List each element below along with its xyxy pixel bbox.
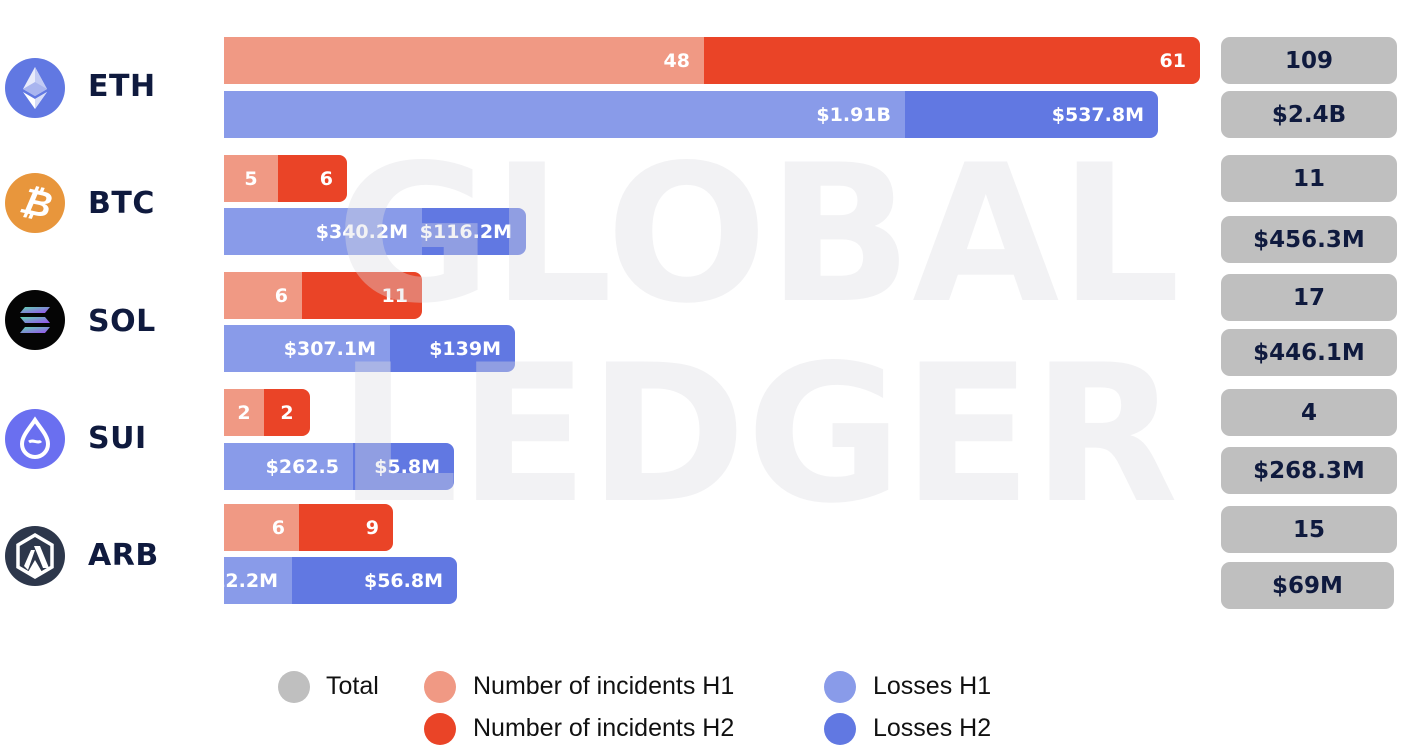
sol-icon [5,290,65,350]
legend-swatch-total [278,671,310,703]
legend-label-total: Total [326,672,379,700]
sui-icon [5,409,65,469]
bar-losses-h2-sui: $5.8M [353,443,454,490]
total-incidents-btc: 11 [1221,155,1397,202]
bar-losses-h2-sol: $139M [390,325,515,372]
legend-label-losses-h2: Losses H2 [873,714,992,742]
bar-incidents-h1-btc: 5 [224,155,278,202]
legend-swatch-losses-h2 [824,713,856,745]
total-losses-arb: $69M [1221,562,1394,609]
total-incidents-eth: 109 [1221,37,1397,84]
bar-losses-h1-sui: $262.5 [224,443,353,490]
btc-icon: ₿ [5,173,65,233]
total-incidents-sol: 17 [1221,274,1397,321]
eth-icon [5,58,65,118]
bar-incidents-h1-eth: 48 [224,37,704,84]
bar-losses-h2-arb: $56.8M [292,557,457,604]
bar-incidents-h2-btc: 6 [278,155,347,202]
bar-incidents-h1-arb: 6 [224,504,299,551]
bar-losses-h1-sol: $307.1M [224,325,390,372]
legend-label-incidents-h2: Number of incidents H2 [473,714,735,742]
total-losses-sui: $268.3M [1221,447,1397,494]
bar-losses-h1-arb: $12.2M [199,557,292,604]
coin-label-sui: SUI [88,421,147,456]
legend-swatch-losses-h1 [824,671,856,703]
legend-label-losses-h1: Losses H1 [873,672,992,700]
bar-incidents-h2-eth: 61 [704,37,1200,84]
total-incidents-arb: 15 [1221,506,1397,553]
total-losses-sol: $446.1M [1221,329,1397,376]
arb-icon [5,526,65,586]
total-losses-btc: $456.3M [1221,216,1397,263]
bar-losses-h2-btc: $116.2M [420,208,526,255]
coin-label-arb: ARB [88,538,159,573]
bar-incidents-h2-sol: 11 [302,272,422,319]
bar-losses-h2-eth: $537.8M [905,91,1158,138]
bar-incidents-h1-sol: 6 [224,272,302,319]
bar-incidents-h2-sui: 2 [264,389,310,436]
bar-losses-h1-btc: $340.2M [224,208,422,255]
bar-losses-h1-eth: $1.91B [224,91,905,138]
legend-swatch-incidents-h2 [424,713,456,745]
legend-label-incidents-h1: Number of incidents H1 [473,672,735,700]
bar-incidents-h2-arb: 9 [299,504,393,551]
coin-label-btc: BTC [88,186,155,221]
total-losses-eth: $2.4B [1221,91,1397,138]
coin-label-eth: ETH [88,69,156,104]
coin-label-sol: SOL [88,304,156,339]
legend-swatch-incidents-h1 [424,671,456,703]
bar-incidents-h1-sui: 2 [224,389,264,436]
total-incidents-sui: 4 [1221,389,1397,436]
